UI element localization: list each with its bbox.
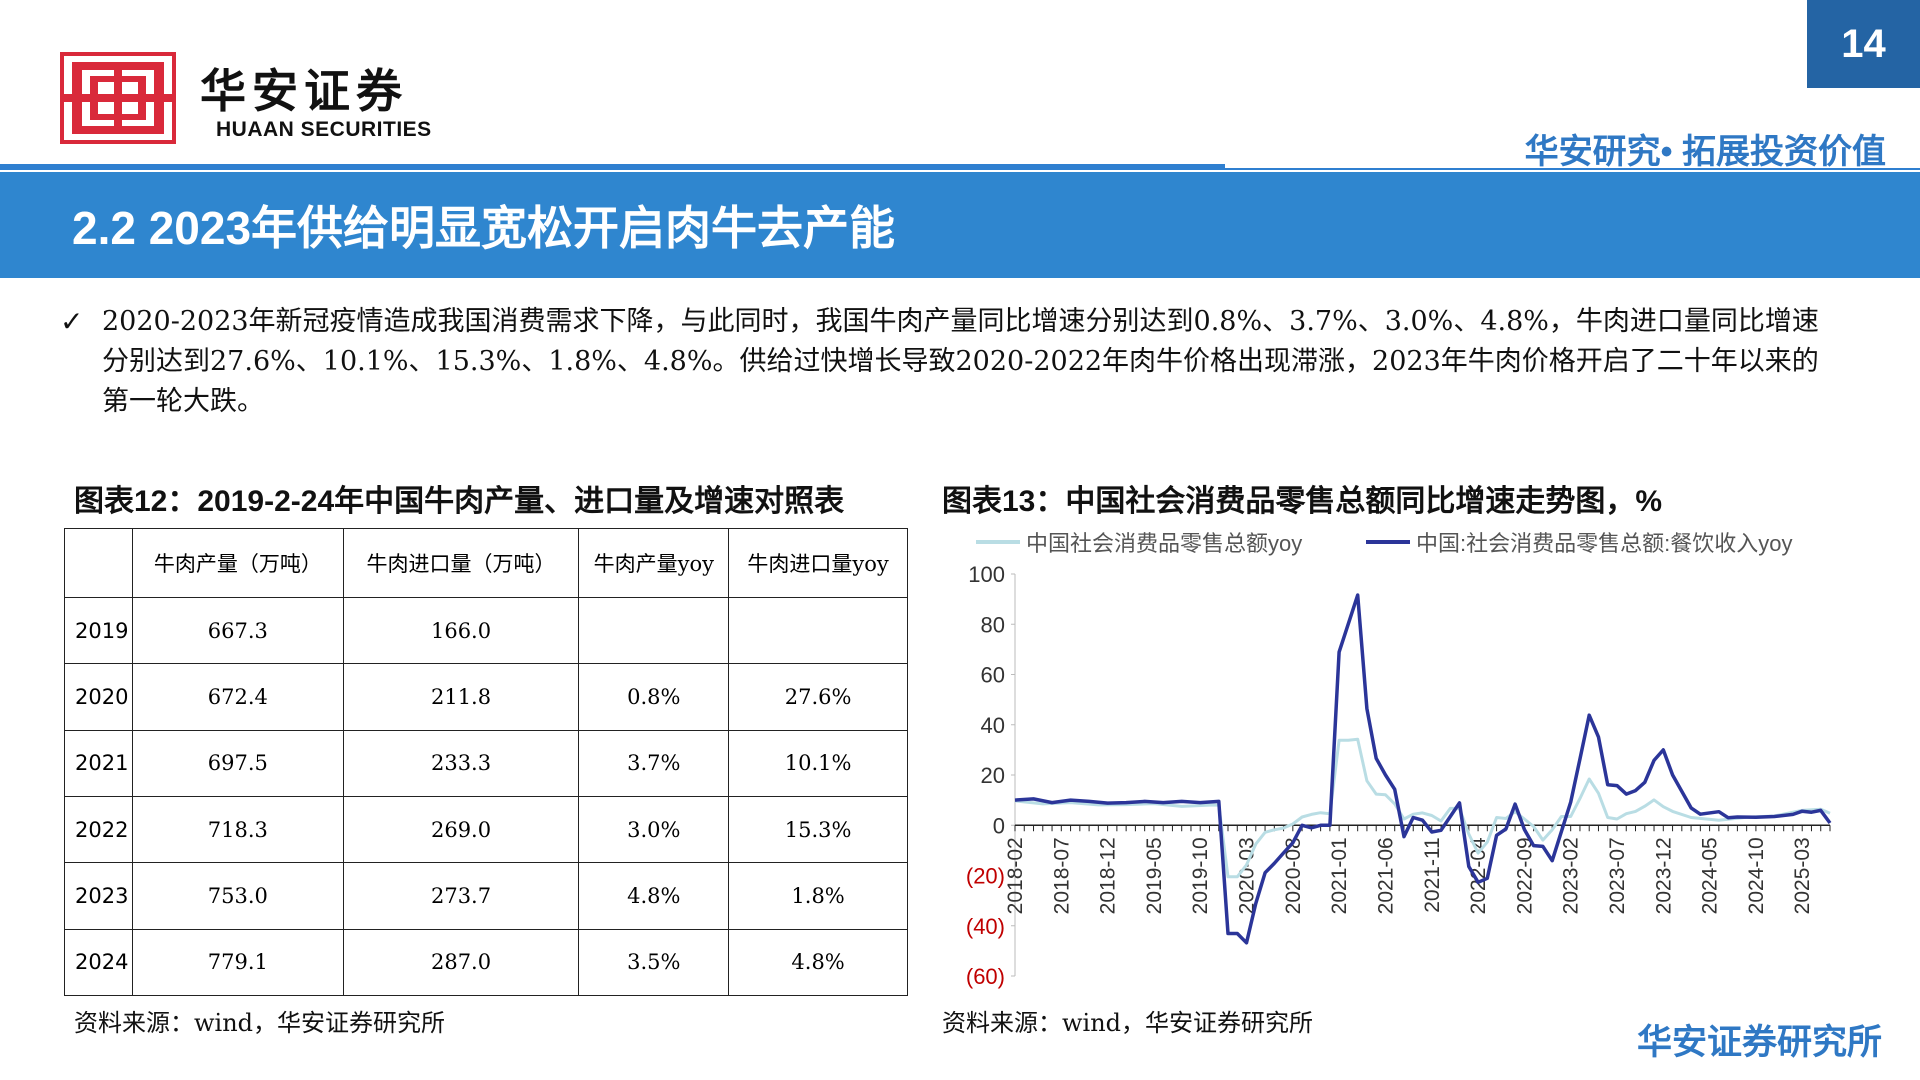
legend-swatch <box>976 540 1020 544</box>
x-tick-label: 2021-01 <box>1328 837 1351 914</box>
figure-12-source: 资料来源：wind，华安证券研究所 <box>74 1009 446 1037</box>
header-slogan: 华安研究• 拓展投资价值 <box>1524 133 1886 171</box>
x-tick-label: 2018-02 <box>1004 837 1027 914</box>
table-cell: 166.0 <box>342 596 580 665</box>
x-tick-label: 2024-10 <box>1745 837 1768 914</box>
y-tick-label: (20) <box>966 864 1005 889</box>
table-cell-year: 2019 <box>64 596 133 665</box>
x-tick-label: 2023-02 <box>1560 837 1583 914</box>
x-tick-label: 2019-10 <box>1189 837 1212 914</box>
table-row: 2024 779.1 287.0 3.5% 4.8% <box>64 928 908 997</box>
logo-english-name: HUAAN SECURITIES <box>216 118 432 141</box>
section-title: 2.2 2023年供给明显宽松开启肉牛去产能 <box>0 172 1920 278</box>
figure-13-source: 资料来源：wind，华安证券研究所 <box>942 1009 1314 1037</box>
x-tick-label: 2024-05 <box>1699 837 1722 914</box>
figure-13-title: 图表13：中国社会消费品零售总额同比增速走势图，% <box>942 485 1663 518</box>
x-tick-label: 2021-11 <box>1421 837 1444 913</box>
table-cell: 273.7 <box>342 862 580 930</box>
y-tick-label: 0 <box>993 813 1005 838</box>
y-tick-label: 100 <box>968 562 1005 587</box>
table-cell: 4.8% <box>578 862 730 930</box>
header-divider <box>0 164 1225 170</box>
x-tick-label: 2020-03 <box>1236 837 1259 914</box>
table-header-cell <box>64 528 133 598</box>
table-cell-year: 2022 <box>64 795 133 864</box>
table-cell: 233.3 <box>342 729 580 797</box>
table-row: 2019 667.3 166.0 <box>64 596 908 665</box>
legend-swatch <box>1366 540 1410 544</box>
table-cell: 753.0 <box>131 862 344 930</box>
table-cell: 15.3% <box>728 795 908 864</box>
series-line-catering <box>1014 593 1832 945</box>
retail-sales-yoy-chart: 100 80 60 40 20 0 (20) (40) (60) 2018-02 2018-07 20… <box>966 562 1832 989</box>
table-cell: 3.5% <box>578 928 730 997</box>
x-tick-label: 2023-07 <box>1606 837 1629 914</box>
table-cell: 3.0% <box>578 795 730 864</box>
y-tick-label: 80 <box>981 612 1005 637</box>
series-line-retail-sales <box>1014 737 1831 879</box>
table-cell <box>578 596 730 665</box>
x-tick-label: 2018-12 <box>1097 837 1120 914</box>
y-tick-label: (60) <box>966 964 1005 989</box>
table-cell-year: 2020 <box>64 663 133 731</box>
table-cell: 718.3 <box>131 795 344 864</box>
table-cell-year: 2024 <box>64 928 133 997</box>
x-tick-label: 2020-08 <box>1282 837 1305 914</box>
y-tick-label: 40 <box>981 713 1005 738</box>
table-cell: 211.8 <box>342 663 580 731</box>
table-cell: 3.7% <box>578 729 730 797</box>
table-row: 2022 718.3 269.0 3.0% 15.3% <box>64 795 908 864</box>
summary-bullet: ✓ 2020-2023年新冠疫情造成我国消费需求下降，与此同时，我国牛肉产量同比… <box>60 302 1830 422</box>
table-header-cell: 牛肉进口量yoy <box>728 528 908 598</box>
table-cell: 4.8% <box>728 928 908 997</box>
table-cell: 697.5 <box>131 729 344 797</box>
x-tick-label: 2021-06 <box>1374 837 1397 914</box>
table-cell-year: 2023 <box>64 862 133 930</box>
legend-label: 中国:社会消费品零售总额:餐饮收入yoy <box>1416 531 1793 556</box>
table-row: 2023 753.0 273.7 4.8% 1.8% <box>64 862 908 930</box>
table-cell: 0.8% <box>578 663 730 731</box>
table-cell-year: 2021 <box>64 729 133 797</box>
table-cell: 27.6% <box>728 663 908 731</box>
table-header-cell: 牛肉产量（万吨） <box>131 528 344 598</box>
table-cell: 10.1% <box>728 729 908 797</box>
figure-12-title: 图表12：2019-2-24年中国牛肉产量、进口量及增速对照表 <box>74 485 845 518</box>
table-header-cell: 牛肉产量yoy <box>578 528 730 598</box>
y-tick-label: (40) <box>966 914 1005 939</box>
table-cell: 269.0 <box>342 795 580 864</box>
checkmark-icon: ✓ <box>60 305 84 338</box>
table-cell: 1.8% <box>728 862 908 930</box>
legend-item-catering: 中国:社会消费品零售总额:餐饮收入yoy <box>1366 526 1792 558</box>
legend-item-retail-sales: 中国社会消费品零售总额yoy <box>976 526 1302 558</box>
x-tick-label: 2023-12 <box>1652 837 1675 914</box>
x-tick-label: 2025-03 <box>1791 837 1814 914</box>
footer-brand: 华安证券研究所 <box>1636 1023 1882 1062</box>
summary-text: 2020-2023年新冠疫情造成我国消费需求下降，与此同时，我国牛肉产量同比增速… <box>102 306 1819 417</box>
table-cell: 287.0 <box>342 928 580 997</box>
header-divider-thin <box>1225 168 1920 170</box>
table-row: 2021 697.5 233.3 3.7% 10.1% <box>64 729 908 797</box>
y-tick-label: 60 <box>981 663 1005 688</box>
x-tick-label: 2022-04 <box>1467 837 1490 914</box>
huaan-logo-icon <box>60 52 176 144</box>
x-tick-label: 2019-05 <box>1143 837 1166 914</box>
table-cell: 672.4 <box>131 663 344 731</box>
table-cell <box>728 596 908 665</box>
x-tick-label: 2018-07 <box>1050 837 1073 914</box>
table-header-row: 牛肉产量（万吨） 牛肉进口量（万吨） 牛肉产量yoy 牛肉进口量yoy <box>64 528 908 598</box>
table-cell: 667.3 <box>131 596 344 665</box>
beef-production-table: 牛肉产量（万吨） 牛肉进口量（万吨） 牛肉产量yoy 牛肉进口量yoy 2019… <box>64 528 908 997</box>
y-tick-label: 20 <box>981 763 1005 788</box>
table-row: 2020 672.4 211.8 0.8% 27.6% <box>64 663 908 731</box>
logo-chinese-name: 华安证券 <box>200 64 408 118</box>
page-number: 14 <box>1807 0 1920 88</box>
table-cell: 779.1 <box>131 928 344 997</box>
table-header-cell: 牛肉进口量（万吨） <box>342 528 580 598</box>
legend-label: 中国社会消费品零售总额yoy <box>1026 531 1303 556</box>
x-tick-label: 2022-09 <box>1513 837 1536 914</box>
